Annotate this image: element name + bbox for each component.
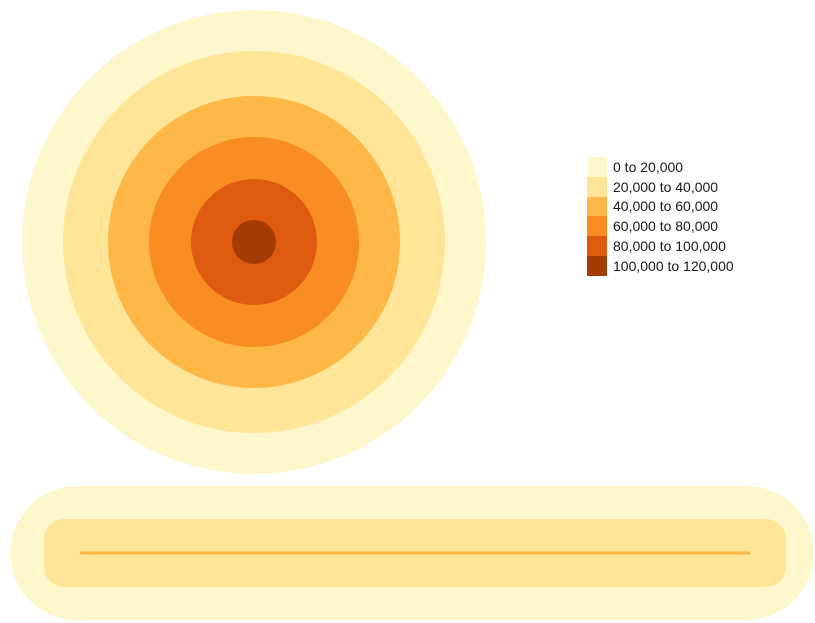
legend-label: 0 to 20,000 xyxy=(613,158,684,175)
legend-item: 60,000 to 80,000 xyxy=(587,216,734,237)
legend-label: 80,000 to 100,000 xyxy=(613,238,726,255)
legend-swatch xyxy=(587,176,607,197)
legend-swatch xyxy=(587,216,607,237)
legend-label: 40,000 to 60,000 xyxy=(613,198,719,215)
legend-item: 20,000 to 40,000 xyxy=(587,176,734,197)
legend-item: 100,000 to 120,000 xyxy=(587,255,734,276)
linear-density-surface xyxy=(10,486,814,620)
legend: 0 to 20,000 20,000 to 40,000 40,000 to 6… xyxy=(587,157,734,276)
legend-swatch xyxy=(587,255,607,276)
legend-swatch xyxy=(587,236,607,256)
legend-item: 40,000 to 60,000 xyxy=(587,196,734,217)
legend-item: 0 to 20,000 xyxy=(587,157,734,177)
legend-label: 20,000 to 40,000 xyxy=(613,178,719,195)
legend-item: 80,000 to 100,000 xyxy=(587,236,734,256)
circular-density-surface xyxy=(22,10,486,474)
legend-swatch xyxy=(587,196,607,217)
legend-swatch xyxy=(587,157,607,177)
ring-class-5 xyxy=(232,220,276,264)
legend-label: 60,000 to 80,000 xyxy=(613,218,719,235)
legend-label: 100,000 to 120,000 xyxy=(613,257,734,274)
